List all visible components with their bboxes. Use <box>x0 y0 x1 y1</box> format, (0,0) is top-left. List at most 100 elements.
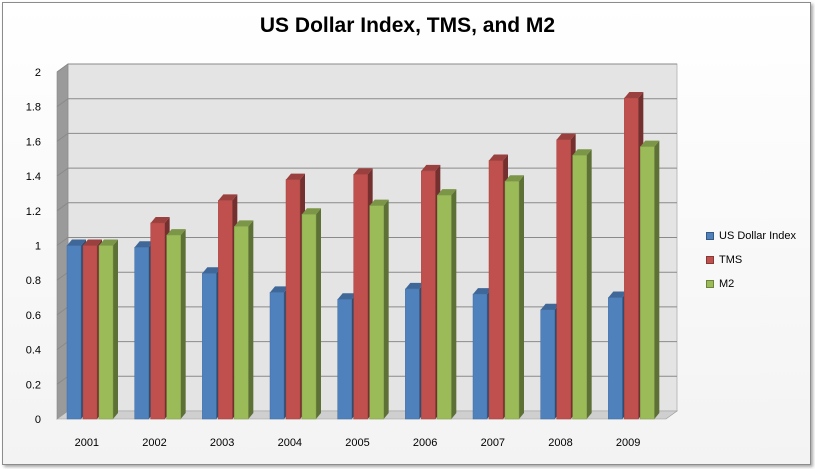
bar-side <box>586 149 592 419</box>
bar <box>421 170 436 420</box>
bar-top <box>134 241 154 248</box>
bar <box>353 174 368 420</box>
x-tick-label: 2002 <box>142 437 166 449</box>
y-tick-label: 1.6 <box>26 136 41 148</box>
bar <box>504 181 520 420</box>
bar <box>285 179 301 420</box>
bar <box>369 205 384 420</box>
legend-swatch-tms <box>706 256 714 264</box>
gridline <box>56 237 677 246</box>
bar-top <box>369 199 389 206</box>
bar-top <box>218 194 238 201</box>
bar <box>66 245 82 420</box>
bar <box>405 288 420 420</box>
bar <box>556 139 571 420</box>
bar <box>82 245 98 420</box>
bar <box>269 292 285 420</box>
chart-title: US Dollar Index, TMS, and M2 <box>259 14 556 37</box>
bar-top <box>624 92 644 99</box>
bar-top <box>556 133 576 140</box>
bar-side <box>654 140 660 420</box>
x-tick-label: 2006 <box>413 437 437 449</box>
bar <box>234 226 249 420</box>
x-tick-label: 2005 <box>345 437 369 449</box>
y-tick-label: 0.4 <box>26 345 41 357</box>
legend-swatch-us-dollar-index <box>706 232 714 240</box>
bar <box>98 245 114 420</box>
gridline <box>56 202 677 212</box>
y-tick-label: 1.4 <box>26 171 41 183</box>
bar <box>337 299 352 420</box>
bar-top <box>99 239 118 246</box>
bar <box>166 234 181 420</box>
y-tick-label: 0.8 <box>26 275 41 287</box>
y-tick-label: 1.8 <box>26 102 41 114</box>
bar-top <box>640 140 660 147</box>
legend-swatch-m2 <box>706 280 714 288</box>
bar <box>202 273 217 420</box>
bar-top <box>405 282 425 289</box>
bar-top <box>437 189 457 196</box>
gridline <box>56 167 677 177</box>
legend-label-us-dollar-index: US Dollar Index <box>719 230 797 242</box>
bar-top <box>421 164 441 171</box>
bar-top <box>337 293 357 300</box>
y-tick-label: 1.2 <box>26 206 41 218</box>
bar-top <box>608 291 628 298</box>
bar-top <box>353 168 373 175</box>
bar-top <box>286 173 305 180</box>
y-tick-label: 1 <box>35 241 41 253</box>
x-tick-label: 2003 <box>210 437 234 449</box>
bar-top <box>473 288 492 295</box>
gridline <box>56 98 677 108</box>
bar <box>640 146 655 420</box>
bar-side <box>316 208 321 419</box>
bar-top <box>505 175 524 182</box>
bar-side <box>383 199 389 419</box>
bar-side <box>180 229 186 419</box>
bar-top <box>67 239 86 246</box>
gridline <box>56 63 677 73</box>
x-tick-label: 2001 <box>75 437 99 449</box>
bar-top <box>166 229 186 236</box>
legend-item-us-dollar-index: US Dollar Index <box>706 224 796 248</box>
x-tick-label: 2007 <box>481 437 505 449</box>
bar <box>437 194 452 420</box>
gridline <box>56 132 677 142</box>
bar <box>572 155 587 420</box>
y-tick-label: 0.6 <box>26 310 41 322</box>
x-tick-label: 2004 <box>278 437 302 449</box>
bar-side <box>451 189 457 419</box>
bar-side <box>113 239 118 419</box>
y-tick-label: 2 <box>35 67 41 79</box>
legend-item-m2: M2 <box>706 272 796 296</box>
bar <box>540 309 555 420</box>
bar-top <box>150 216 170 223</box>
bar <box>218 200 233 420</box>
legend-label-m2: M2 <box>719 278 735 290</box>
bar <box>488 160 504 420</box>
x-tick-label: 2008 <box>548 437 572 449</box>
bar <box>301 214 317 420</box>
bar <box>134 246 149 420</box>
bar <box>608 297 623 420</box>
legend-label-tms: TMS <box>719 254 743 266</box>
bar <box>150 222 165 420</box>
bar <box>472 293 488 420</box>
bar-top <box>540 303 560 310</box>
bar-top <box>489 154 508 161</box>
x-tick-label: 2009 <box>616 437 640 449</box>
bar-top <box>234 220 254 227</box>
bar-side <box>248 220 254 419</box>
bar-top <box>83 239 102 246</box>
legend: US Dollar Index TMS M2 <box>706 224 796 296</box>
bar-side <box>519 175 524 419</box>
y-tick-label: 0 <box>35 414 41 426</box>
legend-item-tms: TMS <box>706 248 796 272</box>
y-tick-label: 0.2 <box>26 379 41 391</box>
bar <box>624 97 639 420</box>
bar-top <box>202 267 222 274</box>
bar-top <box>302 208 321 215</box>
bar-top <box>572 149 592 156</box>
